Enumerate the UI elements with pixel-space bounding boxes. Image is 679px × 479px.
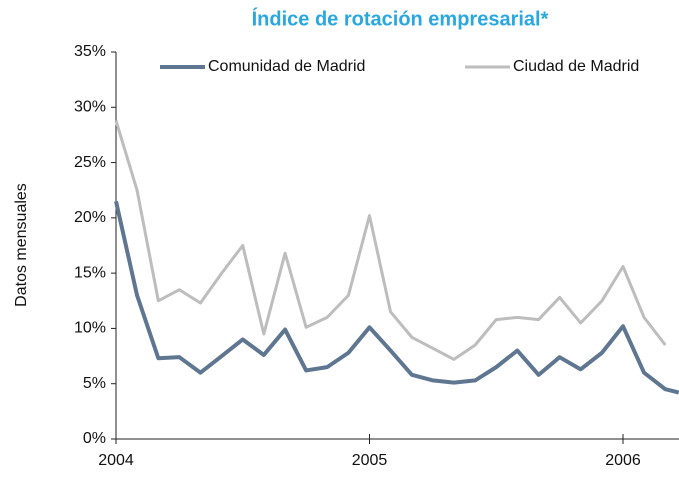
- y-tick-label: 20%: [74, 209, 106, 226]
- x-tick-label: 2004: [98, 452, 134, 469]
- y-axis-label: Datos mensuales: [13, 183, 30, 307]
- y-tick-label: 25%: [74, 154, 106, 171]
- y-tick-label: 35%: [74, 43, 106, 60]
- y-tick-label: 30%: [74, 99, 106, 116]
- line-series: [114, 120, 667, 361]
- x-tick-label: 2006: [605, 452, 641, 469]
- y-tick-label: 0%: [83, 430, 106, 447]
- x-tick-label: 2005: [352, 452, 388, 469]
- y-tick-label: 10%: [74, 320, 106, 337]
- line-series: [114, 200, 679, 395]
- legend-label: Ciudad de Madrid: [513, 58, 639, 75]
- legend-label: Comunidad de Madrid: [208, 58, 365, 75]
- y-tick-label: 5%: [83, 375, 106, 392]
- chart-title: Índice de rotación empresarial*: [252, 7, 549, 30]
- y-tick-label: 15%: [74, 264, 106, 281]
